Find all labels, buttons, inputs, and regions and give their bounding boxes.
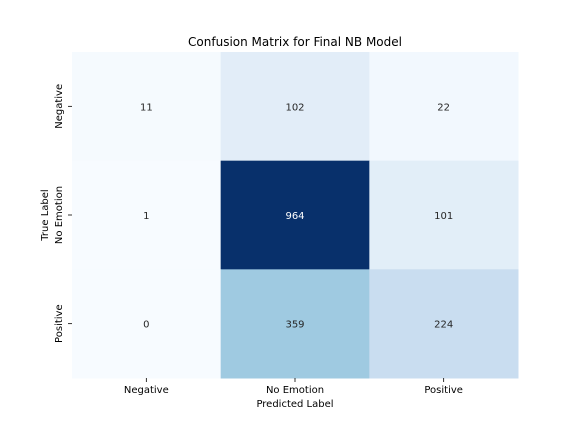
x-tick-label: No Emotion bbox=[266, 385, 324, 396]
y-tick-label: Negative bbox=[54, 84, 65, 129]
cell-value-label: 22 bbox=[437, 102, 450, 113]
heatmap-cell bbox=[72, 160, 222, 270]
cell-value-label: 964 bbox=[285, 211, 304, 222]
cell-value-label: 0 bbox=[143, 320, 149, 331]
heatmap-cell bbox=[369, 160, 519, 270]
y-tick-label: No Emotion bbox=[54, 186, 65, 244]
heatmap-cell bbox=[72, 52, 222, 162]
cell-value-label: 359 bbox=[285, 320, 304, 331]
cell-value-label: 1 bbox=[143, 211, 149, 222]
cell-value-label: 102 bbox=[285, 102, 304, 113]
heatmap-cells bbox=[72, 52, 519, 379]
heatmap-cell bbox=[220, 160, 370, 270]
cell-value-label: 101 bbox=[434, 211, 453, 222]
y-axis-label: True Label bbox=[40, 189, 51, 241]
y-tick-label: Positive bbox=[54, 304, 65, 343]
heatmap-cell bbox=[72, 269, 222, 379]
x-tick-label: Negative bbox=[124, 385, 169, 396]
heatmap-cell bbox=[369, 52, 519, 162]
cell-value-label: 11 bbox=[140, 102, 153, 113]
heatmap-cell-labels: 11 102 22 1 964 101 0 359 224 bbox=[140, 102, 453, 330]
heatmap-cell bbox=[369, 269, 519, 379]
heatmap-cell bbox=[220, 52, 370, 162]
cell-value-label: 224 bbox=[434, 320, 453, 331]
y-axis-ticks: Negative No Emotion Positive bbox=[54, 84, 72, 343]
chart-title: Confusion Matrix for Final NB Model bbox=[188, 35, 402, 49]
x-tick-label: Positive bbox=[424, 385, 463, 396]
heatmap-cell bbox=[220, 269, 370, 379]
x-axis-label: Predicted Label bbox=[256, 399, 333, 410]
x-axis-ticks: Negative No Emotion Positive bbox=[124, 378, 463, 396]
